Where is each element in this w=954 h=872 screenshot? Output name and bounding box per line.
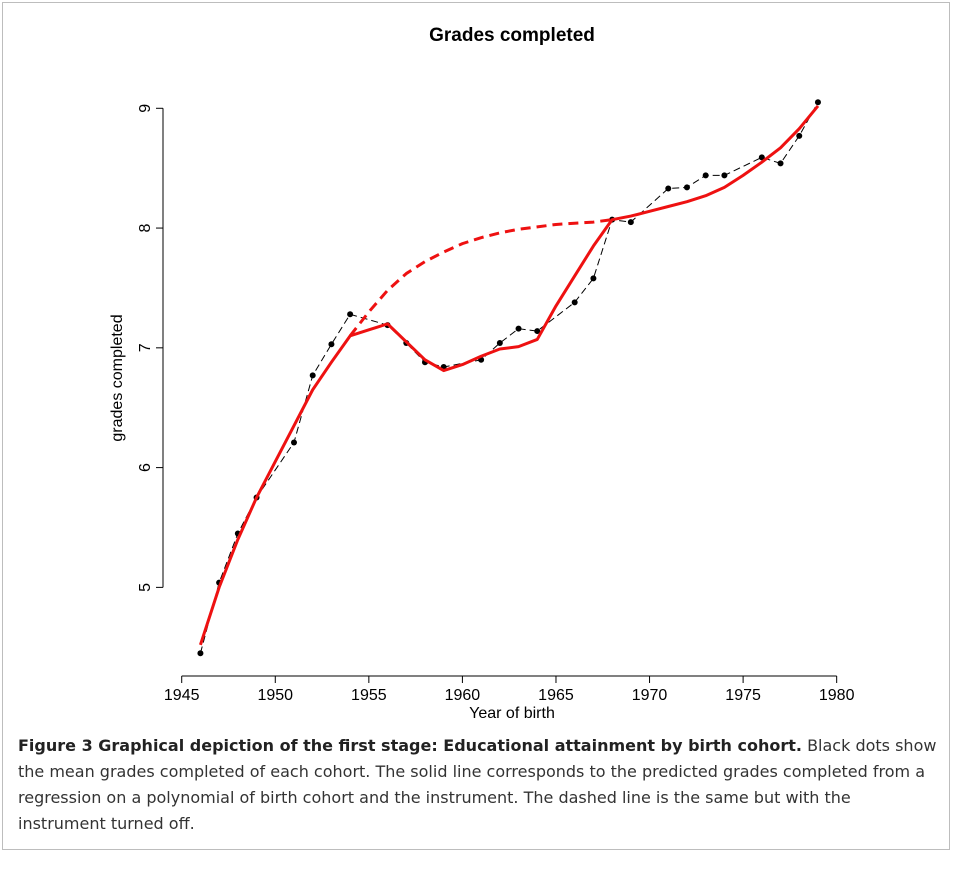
data-point xyxy=(777,160,784,167)
data-point xyxy=(683,184,690,191)
x-tick-label: 1975 xyxy=(725,687,761,704)
figure-frame xyxy=(2,2,950,850)
data-point xyxy=(796,132,803,139)
y-tick-label: 6 xyxy=(137,463,154,472)
data-point xyxy=(814,99,821,106)
data-point xyxy=(347,311,354,318)
x-tick-label: 1960 xyxy=(445,687,481,704)
data-point xyxy=(309,372,316,379)
series-line xyxy=(348,218,613,337)
data-point xyxy=(197,650,204,657)
chart-title: Grades completed xyxy=(429,25,595,46)
series-line xyxy=(199,102,819,654)
caption-text: Black dots show the mean grades complete… xyxy=(18,736,937,833)
y-tick-label: 8 xyxy=(137,224,154,233)
data-point xyxy=(515,325,522,332)
data-point xyxy=(534,328,541,335)
data-point xyxy=(721,172,728,179)
x-tick-label: 1980 xyxy=(819,687,855,704)
x-tick-label: 1945 xyxy=(164,687,200,704)
data-point xyxy=(496,340,503,347)
y-tick-label: 9 xyxy=(137,104,154,113)
y-tick-label: 7 xyxy=(137,343,154,352)
y-axis-label: grades completed xyxy=(109,314,126,441)
data-point xyxy=(627,219,634,226)
data-point xyxy=(590,275,597,282)
x-tick-label: 1950 xyxy=(257,687,293,704)
caption-label: Figure 3 Graphical depiction of the firs… xyxy=(18,736,802,755)
data-point xyxy=(571,299,578,306)
data-point xyxy=(665,185,672,192)
data-point xyxy=(290,439,297,446)
y-tick-label: 5 xyxy=(137,583,154,592)
data-point xyxy=(702,172,709,179)
x-tick-label: 1965 xyxy=(538,687,574,704)
x-tick-label: 1955 xyxy=(351,687,387,704)
data-point xyxy=(328,341,335,348)
x-axis-label: Year of birth xyxy=(469,705,555,722)
caption: Figure 3 Graphical depiction of the firs… xyxy=(18,733,943,837)
chart: Grades completed Year of birth grades co… xyxy=(109,25,855,722)
series-line xyxy=(198,104,820,646)
x-tick-label: 1970 xyxy=(632,687,668,704)
data-point xyxy=(758,154,765,161)
